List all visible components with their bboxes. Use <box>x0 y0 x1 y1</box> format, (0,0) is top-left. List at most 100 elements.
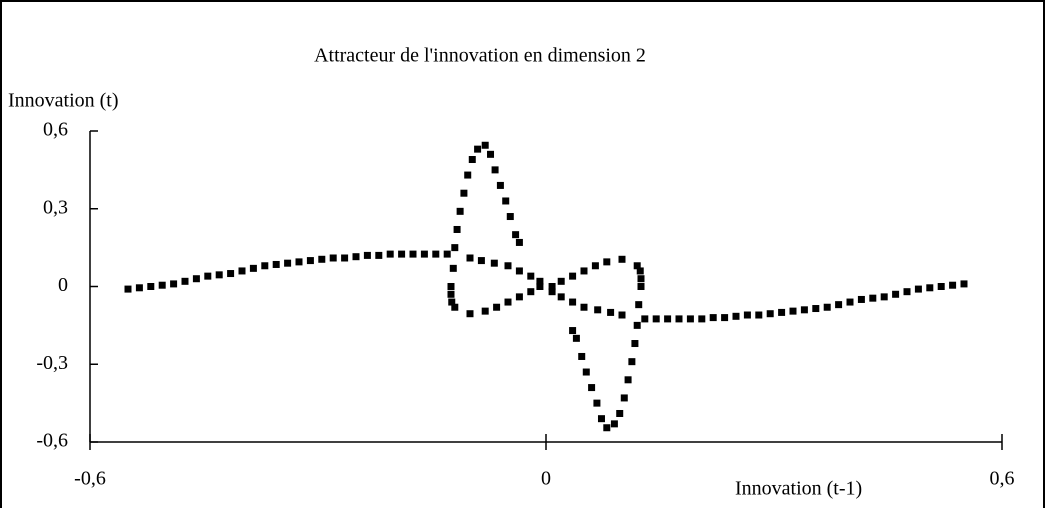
point <box>456 207 464 215</box>
point <box>447 290 455 298</box>
point <box>580 303 588 311</box>
point <box>238 267 246 275</box>
point <box>548 283 556 290</box>
point <box>295 258 303 266</box>
point <box>352 253 360 261</box>
point <box>420 250 428 258</box>
point <box>636 267 644 275</box>
point <box>960 280 968 288</box>
x-tick-label: 0,6 <box>990 468 1015 490</box>
point <box>272 260 280 268</box>
point <box>628 358 636 366</box>
point <box>515 267 523 275</box>
point <box>204 272 212 280</box>
point <box>597 415 605 423</box>
x-tick-label: 0 <box>541 468 551 490</box>
point <box>593 399 601 407</box>
y-tick-label: 0,3 <box>43 196 68 218</box>
point <box>594 306 602 314</box>
point <box>147 283 155 290</box>
point <box>732 312 740 320</box>
point <box>637 283 645 290</box>
point <box>631 340 639 348</box>
point <box>515 238 523 246</box>
point <box>569 298 577 306</box>
point <box>624 376 632 384</box>
point <box>502 197 510 205</box>
point <box>449 264 457 272</box>
point <box>857 295 865 303</box>
point <box>603 424 611 432</box>
point <box>620 394 628 402</box>
point <box>227 270 235 278</box>
y-tick-label: -0,3 <box>36 352 68 374</box>
point <box>557 277 565 285</box>
point <box>755 311 763 319</box>
point <box>447 283 455 290</box>
point <box>409 250 417 258</box>
point <box>618 311 626 319</box>
point <box>453 225 461 233</box>
point <box>504 262 512 270</box>
point <box>698 315 706 323</box>
point <box>937 283 945 290</box>
point <box>880 293 888 301</box>
point <box>914 285 922 293</box>
point <box>675 315 683 323</box>
point <box>192 275 200 283</box>
y-axis-label: Innovation (t) <box>8 90 119 112</box>
y-tick-label: 0,6 <box>43 119 68 141</box>
point <box>468 156 476 164</box>
point <box>512 231 520 239</box>
point <box>135 284 143 292</box>
point <box>633 321 641 329</box>
point <box>789 307 797 315</box>
point <box>451 244 459 252</box>
y-tick-label: 0 <box>58 274 68 296</box>
point <box>709 314 717 322</box>
point <box>443 250 451 258</box>
point <box>607 308 615 316</box>
point <box>341 254 349 262</box>
point <box>616 409 624 417</box>
point <box>527 272 535 280</box>
point <box>466 310 474 318</box>
point <box>610 420 618 428</box>
point <box>481 141 489 149</box>
point <box>637 275 645 283</box>
point <box>158 281 166 289</box>
point <box>633 262 641 270</box>
point <box>448 298 456 306</box>
point <box>569 327 577 335</box>
point <box>432 250 440 258</box>
point <box>743 311 751 319</box>
point <box>181 277 189 285</box>
point <box>603 258 611 266</box>
point <box>496 181 504 189</box>
point <box>261 262 269 270</box>
point <box>493 303 501 311</box>
x-axis-label: Innovation (t-1) <box>735 478 862 500</box>
point <box>464 171 472 179</box>
point <box>318 255 326 263</box>
point <box>306 257 314 265</box>
point <box>491 166 499 174</box>
point <box>635 301 643 309</box>
x-tick-label: -0,6 <box>74 468 106 490</box>
point <box>504 298 512 306</box>
point <box>591 262 599 270</box>
point <box>363 251 371 259</box>
point <box>460 189 468 197</box>
point <box>170 280 178 288</box>
point <box>926 284 934 292</box>
point <box>572 334 580 342</box>
point <box>835 301 843 309</box>
point <box>506 213 514 221</box>
point <box>569 272 577 280</box>
point <box>949 281 957 289</box>
point <box>618 255 626 263</box>
point <box>869 294 877 302</box>
point <box>903 288 911 296</box>
point <box>812 305 820 313</box>
